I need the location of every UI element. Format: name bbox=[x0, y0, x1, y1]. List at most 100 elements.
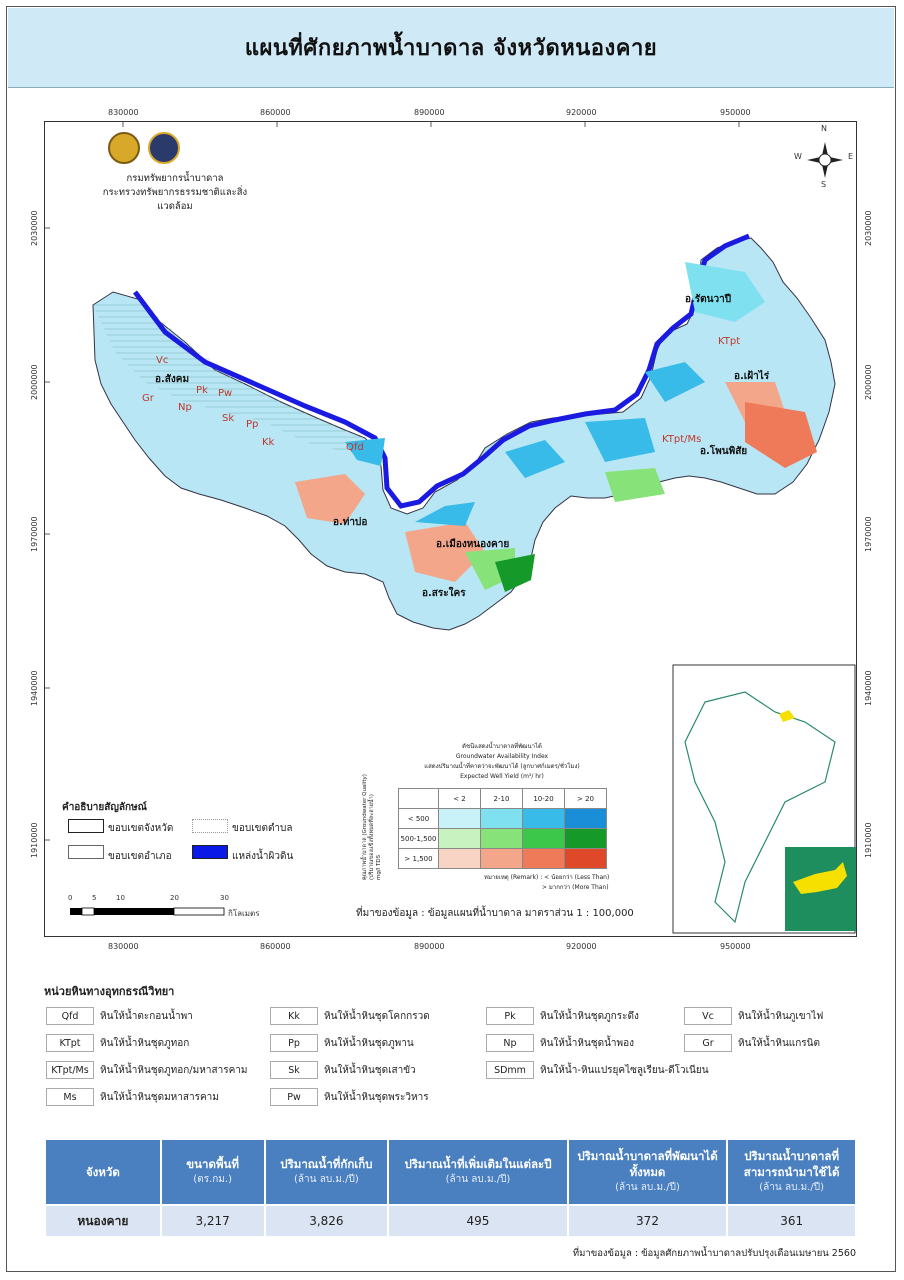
cell-area: 3,217 bbox=[159, 1204, 266, 1238]
district-label-phonphisai: อ.โพนพิสัย bbox=[700, 446, 748, 457]
scale-tick-10: 10 bbox=[116, 894, 125, 902]
gw-cell bbox=[480, 808, 523, 829]
gw-col-header: > 20 bbox=[564, 788, 607, 809]
swatch-province-boundary bbox=[68, 819, 104, 833]
title-bar: แผนที่ศักยภาพน้ำบาดาล จังหวัดหนองคาย bbox=[8, 8, 894, 88]
north-arrow-n: N bbox=[821, 124, 827, 133]
north-arrow-w: W bbox=[794, 152, 802, 161]
scale-tick-0: 0 bbox=[68, 894, 73, 902]
geo-label-vc: Vc bbox=[156, 355, 169, 366]
cell-recharge: 495 bbox=[387, 1204, 569, 1238]
gw-index-yield-label: Expected Well Yield (m³/ hr) bbox=[460, 773, 544, 780]
gw-row-header: < 500 bbox=[398, 808, 439, 829]
label-subdistrict-boundary: ขอบเขตตำบล bbox=[232, 823, 293, 834]
y-tick-left-4: 1940000 bbox=[30, 670, 39, 706]
gw-cell bbox=[438, 848, 481, 869]
gw-remark-1: หมายเหตุ (Remark) : < น้อยกว่า (Less Tha… bbox=[484, 874, 610, 881]
y-tick-left-1: 2030000 bbox=[30, 210, 39, 246]
map-source: ที่มาของข้อมูล : ข้อมูลแผนที่น้ำบาดาล มา… bbox=[356, 908, 634, 919]
grid-ticks bbox=[45, 122, 740, 841]
geo-label-ktpt-ms: KTpt/Ms bbox=[662, 434, 702, 445]
gw-cell bbox=[564, 828, 607, 849]
geo-label-qfd: Qfd bbox=[346, 442, 364, 453]
x-tick-bottom-2: 860000 bbox=[260, 942, 291, 951]
gw-cell bbox=[438, 808, 481, 829]
lithology-code: Sk bbox=[270, 1061, 318, 1079]
lithology-code: KTpt bbox=[46, 1034, 94, 1052]
province-shape bbox=[92, 233, 836, 631]
lithology-code: KTpt/Ms bbox=[46, 1061, 94, 1079]
cell-province: หนองคาย bbox=[44, 1204, 162, 1238]
lithology-code: Pk bbox=[486, 1007, 534, 1025]
lithology-title: หน่วยหินทางอุทกธรณีวิทยา bbox=[44, 985, 175, 998]
geo-label-pw: Pw bbox=[218, 388, 233, 399]
geo-label-ktpt: KTpt bbox=[718, 336, 741, 347]
district-label-mueang: อ.เมืองหนองคาย bbox=[436, 539, 510, 550]
y-tick-right-1: 2030000 bbox=[864, 210, 873, 246]
x-tick-top-3: 890000 bbox=[414, 108, 445, 117]
cell-usable: 361 bbox=[726, 1204, 857, 1238]
gw-col-header: 2-10 bbox=[480, 788, 523, 809]
header-area: ขนาดพื้นที่ (ตร.กม.) bbox=[159, 1138, 266, 1206]
district-label-sangkhom: อ.สังคม bbox=[155, 374, 190, 385]
symbol-legend-title: คำอธิบายสัญลักษณ์ bbox=[62, 802, 147, 813]
lithology-code: Qfd bbox=[46, 1007, 94, 1025]
gw-index-subtitle: แสดงปริมาณน้ำที่คาดว่าจะพัฒนาได้ (ลูกบาศ… bbox=[424, 763, 580, 770]
table-row: หนองคาย 3,217 3,826 495 372 361 bbox=[44, 1204, 857, 1238]
geo-label-sk: Sk bbox=[222, 413, 235, 424]
x-tick-top-4: 920000 bbox=[566, 108, 597, 117]
gw-quality-label: คุณภาพน้ำบาดาล (Groundwater Quality) bbox=[362, 774, 368, 880]
geo-label-pp: Pp bbox=[246, 419, 259, 430]
lithology-label: หินให้น้ำหินชุดภูทอก bbox=[100, 1037, 190, 1049]
lithology-item: Kk หินให้น้ำหินชุดโคกกรวด bbox=[270, 1007, 430, 1025]
lithology-code: Pw bbox=[270, 1088, 318, 1106]
lithology-item: Np หินให้น้ำหินชุดน้ำพอง bbox=[486, 1034, 634, 1052]
geo-label-kk: Kk bbox=[262, 437, 275, 448]
gw-corner-cell bbox=[398, 788, 439, 809]
lithology-item: KTpt/Ms หินให้น้ำหินชุดภูทอก/มหาสารคาม bbox=[46, 1061, 247, 1079]
lithology-label: หินให้น้ำหินชุดภูพาน bbox=[324, 1037, 414, 1049]
x-tick-bottom-5: 950000 bbox=[720, 942, 751, 951]
lithology-label: หินให้น้ำหินชุดโคกกรวด bbox=[324, 1010, 430, 1022]
lithology-label: หินให้น้ำหินชุดภูกระดึง bbox=[540, 1010, 639, 1022]
scale-tick-5: 5 bbox=[92, 894, 97, 902]
lithology-item: Gr หินให้น้ำหินแกรนิต bbox=[684, 1034, 820, 1052]
geo-label-pk: Pk bbox=[196, 385, 208, 396]
agency-line-2: กระทรวงทรัพยากรธรรมชาติและสิ่งแวดล้อม bbox=[102, 187, 248, 212]
lithology-label: หินให้น้ำหินแกรนิต bbox=[738, 1037, 820, 1049]
north-arrow-e: E bbox=[848, 152, 854, 161]
gw-quality-sub: (ปริมาณของแข็งทั้งหมดที่ละลายน้ำ) bbox=[369, 794, 375, 880]
lithology-label: หินให้น้ำหินชุดภูทอก/มหาสารคาม bbox=[100, 1064, 248, 1076]
agency-line-1: กรมทรัพยากรน้ำบาดาล bbox=[126, 173, 224, 184]
district-label-faorai: อ.เฝ้าไร่ bbox=[734, 371, 770, 382]
footnote: ที่มาของข้อมูล : ข้อมูลศักยภาพน้ำบาดาลปร… bbox=[572, 1248, 856, 1259]
page-frame bbox=[6, 6, 896, 1272]
header-recharge: ปริมาณน้ำที่เพิ่มเติมในแต่ละปี (ล้าน ลบ.ม… bbox=[387, 1138, 569, 1206]
lithology-label: หินให้น้ำ-หินแปรยุคไซลูเรียน-ดีโวเนียน bbox=[540, 1064, 709, 1076]
gw-cell bbox=[438, 828, 481, 849]
lithology-label: หินให้น้ำตะกอนน้ำพา bbox=[100, 1010, 193, 1022]
y-tick-left-2: 2000000 bbox=[30, 364, 39, 400]
gw-remark-2: > มากกว่า (More Than) bbox=[542, 884, 609, 891]
y-tick-right-5: 1910000 bbox=[864, 822, 873, 858]
geo-label-gr: Gr bbox=[142, 393, 154, 404]
lithology-item: SDmm หินให้น้ำ-หินแปรยุคไซลูเรียน-ดีโวเนี… bbox=[486, 1061, 709, 1079]
summary-table: จังหวัด ขนาดพื้นที่ (ตร.กม.) ปริมาณน้ำที่… bbox=[44, 1138, 857, 1238]
gw-cell bbox=[522, 828, 565, 849]
symbol-legend: คำอธิบายสัญลักษณ์ bbox=[62, 800, 332, 815]
x-tick-bottom-3: 890000 bbox=[414, 942, 445, 951]
y-tick-left-3: 1970000 bbox=[30, 516, 39, 552]
label-province-boundary: ขอบเขตจังหวัด bbox=[108, 823, 174, 834]
district-label-sakhrai: อ.สระใคร bbox=[422, 588, 466, 599]
label-district-boundary: ขอบเขตอำเภอ bbox=[108, 851, 172, 862]
gw-cell bbox=[522, 808, 565, 829]
lithology-code: Np bbox=[486, 1034, 534, 1052]
x-tick-bottom-4: 920000 bbox=[566, 942, 597, 951]
department-emblem bbox=[148, 132, 180, 164]
gw-col-header: < 2 bbox=[438, 788, 481, 809]
header-usable: ปริมาณน้ำบาดาลที่ สามารถนำมาใช้ได้ (ล้าน … bbox=[726, 1138, 857, 1206]
lithology-label: หินให้น้ำหินชุดพระวิหาร bbox=[324, 1091, 429, 1103]
district-label-thabo: อ.ท่าบ่อ bbox=[333, 517, 368, 528]
scale-tick-30: 30 bbox=[220, 894, 229, 902]
lithology-item: Pw หินให้น้ำหินชุดพระวิหาร bbox=[270, 1088, 429, 1106]
